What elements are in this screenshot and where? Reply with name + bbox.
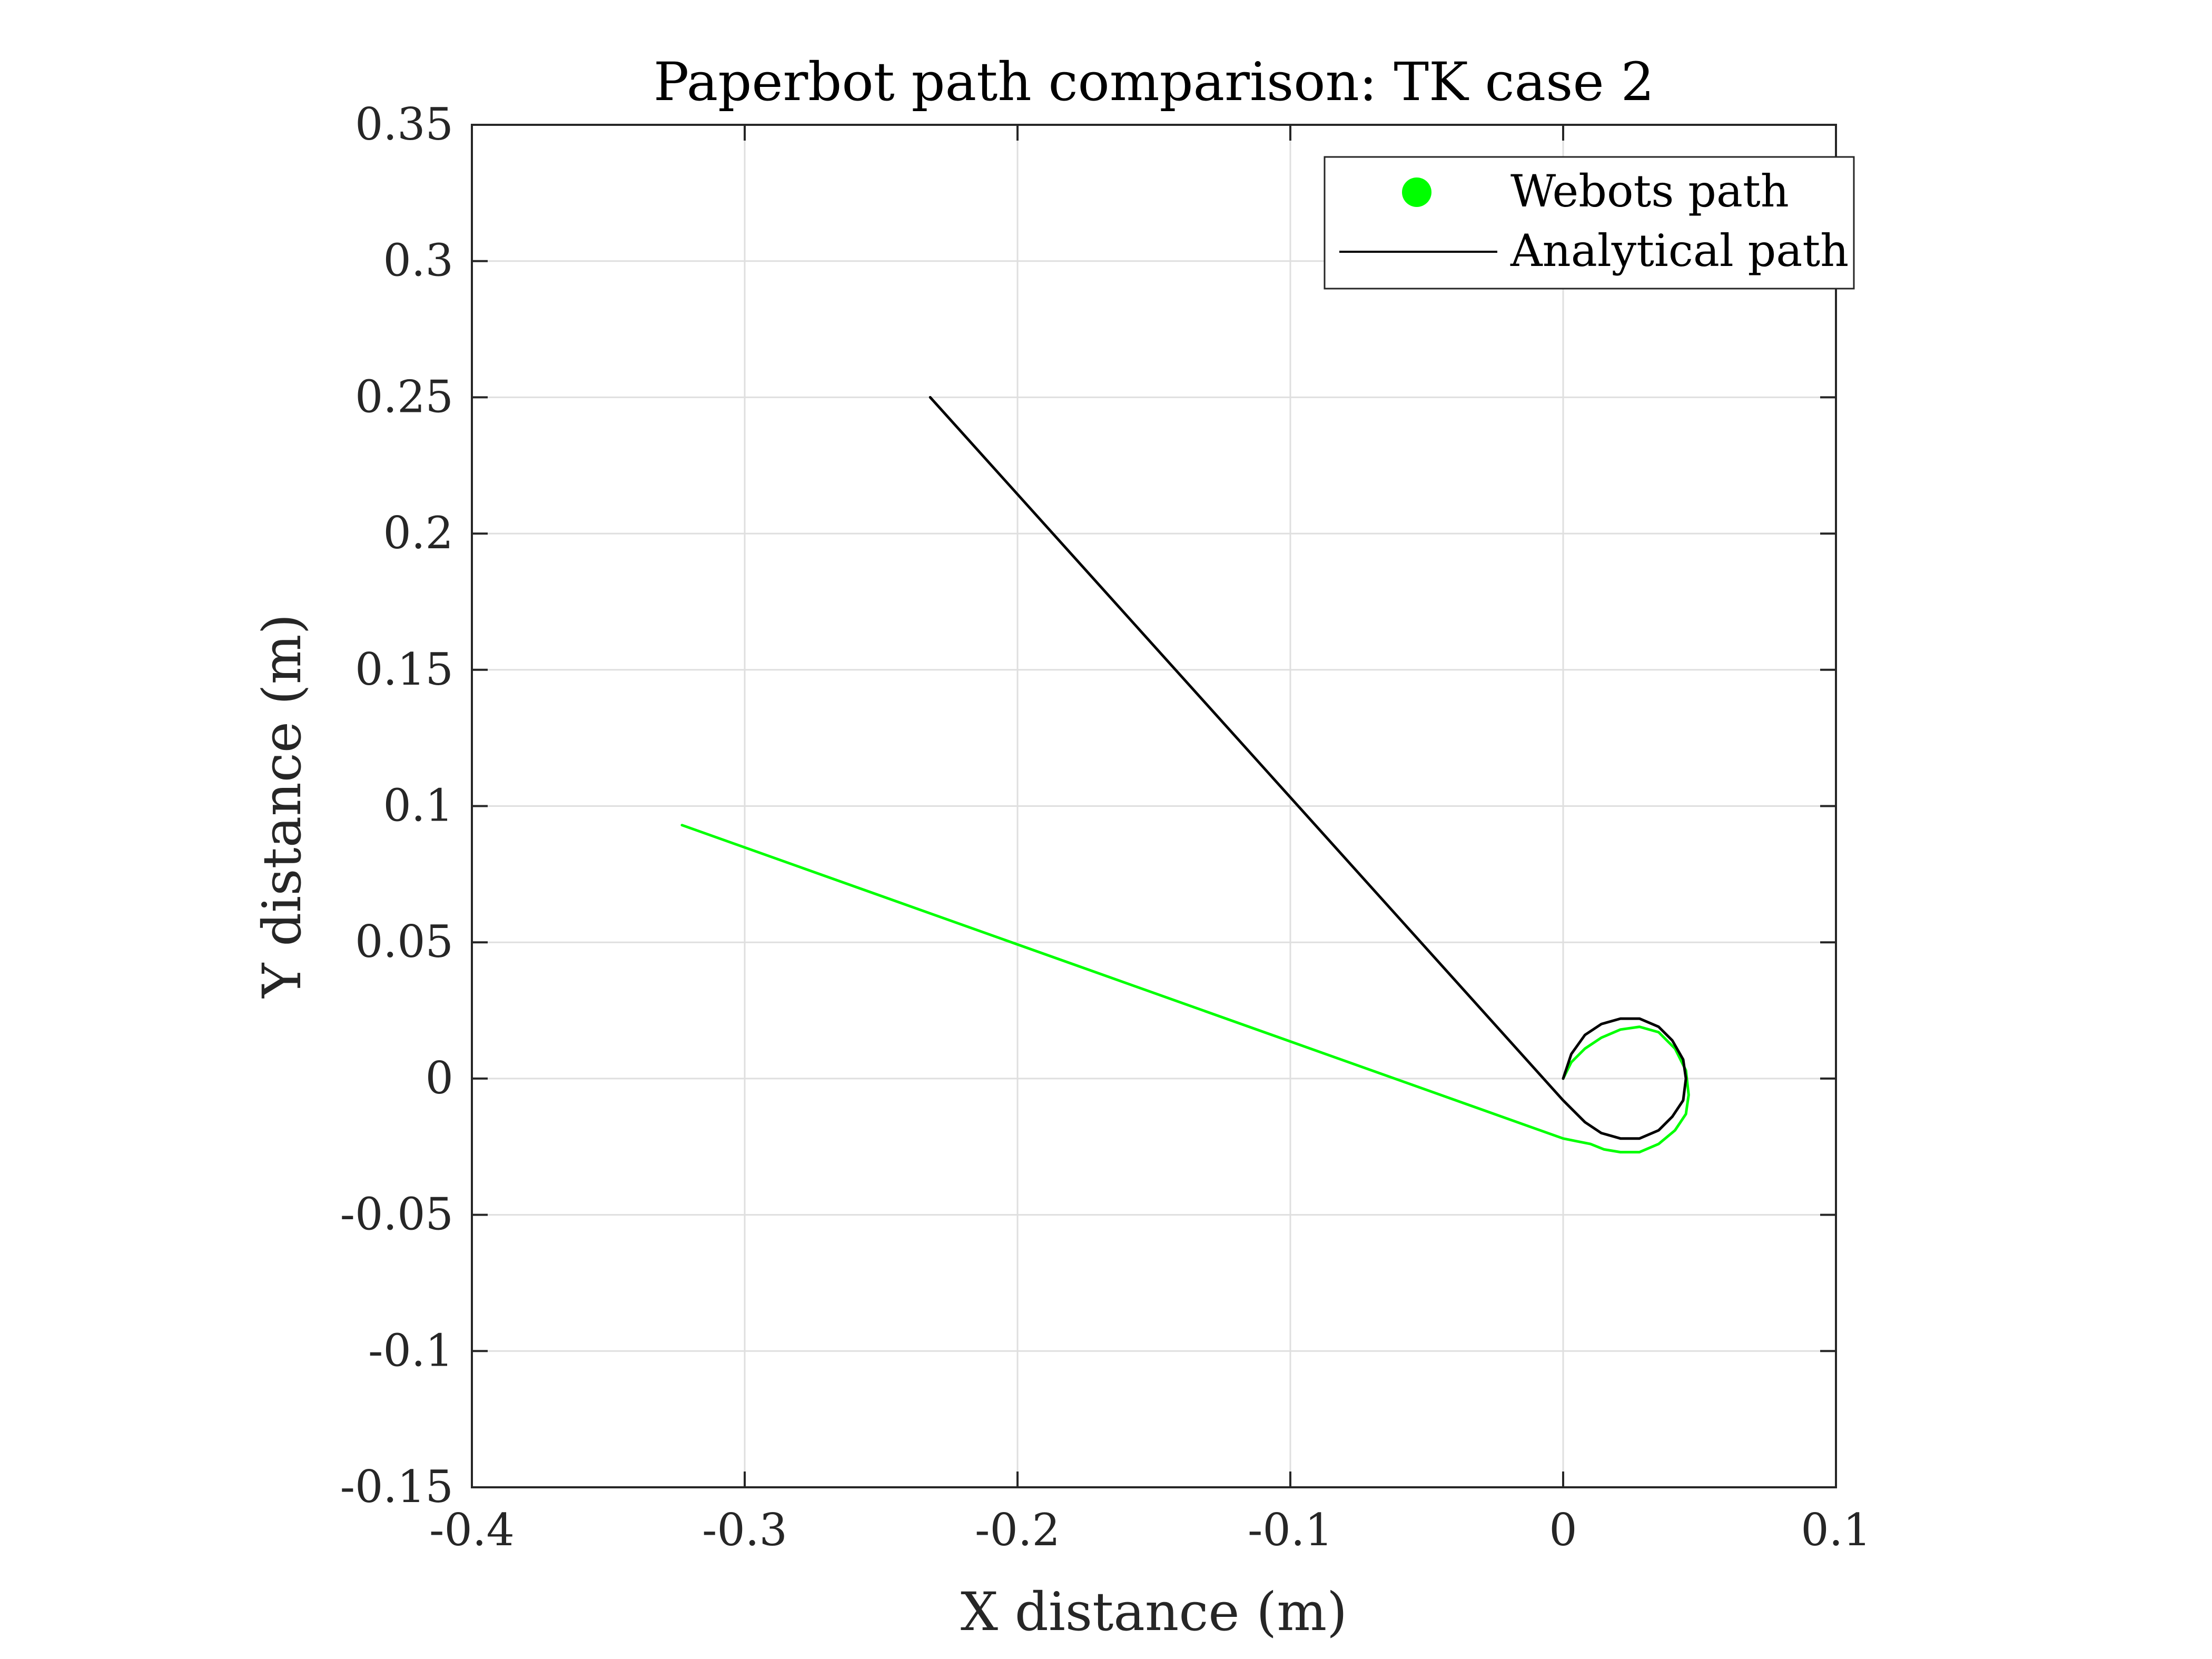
ticks xyxy=(471,124,1837,1488)
y-tick-label: 0.15 xyxy=(355,644,453,695)
series-analytical-path xyxy=(929,396,1687,1140)
y-tick-labels: -0.15 -0.1 -0.05 0 0.05 0.1 0.15 0.2 0.25 0.3 0.35 xyxy=(340,98,453,1513)
grid xyxy=(471,124,1837,1488)
x-tick-label: -0.1 xyxy=(1248,1504,1333,1556)
y-tick-label: 0 xyxy=(426,1052,453,1104)
y-tick-label: 0.1 xyxy=(383,780,453,832)
y-tick-label: -0.1 xyxy=(368,1325,453,1376)
legend-marker-webots xyxy=(1402,177,1431,207)
x-tick-label: -0.4 xyxy=(429,1504,515,1556)
legend-label-analytical: Analytical path xyxy=(1510,225,1849,276)
x-tick-labels: -0.4 -0.3 -0.2 -0.1 0 0.1 xyxy=(429,1504,1871,1556)
y-axis-label: Y distance (m) xyxy=(251,614,313,999)
y-tick-label: 0.05 xyxy=(355,916,453,967)
y-tick-label: -0.05 xyxy=(340,1189,453,1240)
legend: Webots path Analytical path xyxy=(1324,156,1855,290)
series-layer xyxy=(680,396,1690,1154)
legend-label-webots: Webots path xyxy=(1510,165,1789,217)
chart-title: Paperbot path comparison: TK case 2 xyxy=(654,51,1654,113)
x-tick-label: 0 xyxy=(1549,1504,1577,1556)
x-axis-label: X distance (m) xyxy=(961,1581,1347,1643)
y-tick-label: 0.3 xyxy=(383,235,453,287)
series-webots-path xyxy=(680,824,1690,1154)
x-tick-label: 0.1 xyxy=(1801,1504,1871,1556)
x-tick-label: -0.2 xyxy=(975,1504,1060,1556)
y-tick-label: 0.35 xyxy=(355,98,453,150)
y-tick-label: 0.2 xyxy=(383,507,453,559)
x-tick-label: -0.3 xyxy=(702,1504,787,1556)
y-tick-label: -0.15 xyxy=(340,1461,453,1513)
y-tick-label: 0.25 xyxy=(355,371,453,422)
